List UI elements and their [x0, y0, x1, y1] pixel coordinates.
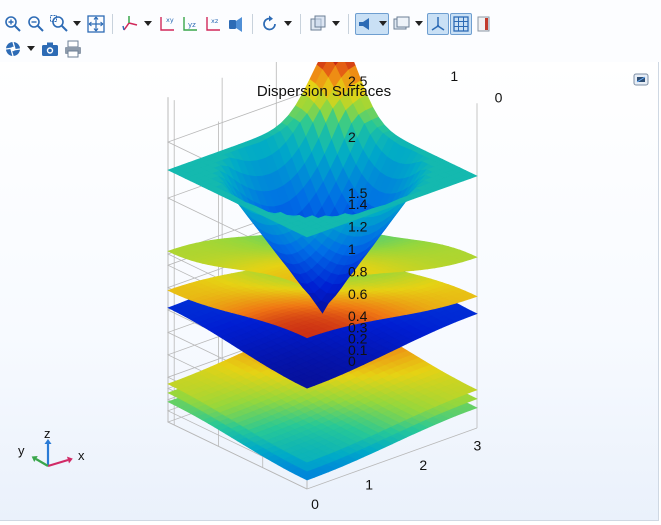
show-axes-icon: [431, 17, 445, 31]
z-tick-label: 2: [348, 129, 356, 145]
chevron-down-icon[interactable]: [282, 13, 294, 35]
z-tick-label: 0.1: [348, 342, 368, 358]
svg-text:xz: xz: [211, 17, 219, 25]
triad-x-label: x: [78, 448, 85, 463]
toolbar-separator: [300, 14, 301, 34]
view-axes-button[interactable]: [119, 13, 141, 35]
camera-view-icon: [229, 17, 242, 32]
view-xz-button[interactable]: xz: [202, 13, 224, 35]
render-mode-icon: [393, 16, 410, 30]
rotate-button[interactable]: [259, 13, 281, 35]
z-tick-label: 2.5: [348, 73, 368, 89]
screenshot-button[interactable]: [39, 38, 61, 60]
graphics-window[interactable]: 0123012300.10.20.30.40.60.811.21.41.522.…: [0, 62, 659, 521]
print-icon: [65, 40, 81, 58]
scene-light-icon: [5, 41, 21, 57]
z-tick-label: 0.2: [348, 331, 368, 347]
surface-patch: [300, 332, 315, 339]
dispersion-surface: [167, 311, 478, 463]
y-tick-label: 0: [495, 89, 503, 105]
zoom-extents-icon: [87, 15, 105, 33]
surface-patch: [300, 465, 315, 472]
chart-title: Dispersion Surfaces: [257, 83, 391, 100]
surface-patch: [332, 62, 339, 67]
chevron-down-icon: [378, 20, 388, 28]
view-yz-icon: yz: [183, 17, 197, 31]
show-grid-icon: [453, 16, 469, 32]
svg-text:yz: yz: [188, 21, 196, 29]
view-xy-icon: xy: [160, 16, 174, 31]
graphics-toolbar: xy yz xz: [0, 0, 661, 62]
toolbar-row-1: xy yz xz: [2, 11, 496, 37]
print-button[interactable]: [62, 38, 84, 60]
chevron-down-icon[interactable]: [71, 13, 83, 35]
zoom-box-button[interactable]: [48, 13, 70, 35]
scene-light-button[interactable]: [2, 38, 24, 60]
triad-z-label: z: [44, 426, 51, 441]
dispersion-surface: [167, 62, 478, 314]
y-tick-label: 2: [406, 62, 414, 63]
z-tick-label: 0.8: [348, 263, 368, 279]
axis-orientation-triad: z x y: [18, 426, 85, 468]
z-tick-label: 0.3: [348, 319, 368, 335]
transparency-icon: [310, 15, 326, 31]
surface-patch: [300, 456, 315, 463]
triad-y-label: y: [18, 443, 25, 458]
light-button[interactable]: [355, 13, 389, 35]
z-tick-label: 0.6: [348, 286, 368, 302]
legend-button[interactable]: [473, 13, 495, 35]
toolbar-separator: [252, 14, 253, 34]
z-tick-label: 1.2: [348, 219, 368, 235]
axis-frame-edge: [306, 427, 478, 490]
view-xy-button[interactable]: xy: [156, 13, 178, 35]
chevron-down-icon[interactable]: [413, 13, 425, 35]
x-tick-label: 0: [311, 496, 319, 512]
zoom-in-button[interactable]: [2, 13, 24, 35]
toolbar-separator: [112, 14, 113, 34]
rotate-icon: [263, 15, 276, 31]
camera-view-button[interactable]: [225, 13, 247, 35]
svg-text:xy: xy: [166, 16, 174, 24]
x-tick-label: 2: [419, 457, 427, 473]
truncated-toolbar-row: [0, 0, 40, 6]
screenshot-icon: [42, 42, 58, 56]
z-tick-label: 1: [348, 241, 356, 257]
zoom-out-button[interactable]: [25, 13, 47, 35]
surface-patch: [300, 474, 315, 481]
z-tick-label: 1.5: [348, 185, 368, 201]
chevron-down-icon[interactable]: [142, 13, 154, 35]
zoom-in-icon: [5, 16, 21, 32]
chevron-down-icon[interactable]: [25, 38, 37, 60]
plot-area[interactable]: 0123012300.10.20.30.40.60.811.21.41.522.…: [0, 62, 658, 520]
zoom-out-icon: [28, 16, 44, 32]
y-tick-label: 1: [450, 68, 458, 84]
view-axes-icon: [122, 16, 138, 31]
legend-icon: [477, 16, 490, 32]
x-tick-label: 1: [365, 477, 373, 493]
chevron-down-icon[interactable]: [330, 13, 342, 35]
show-axes-button[interactable]: [427, 13, 449, 35]
render-mode-button[interactable]: [390, 13, 412, 35]
show-grid-button[interactable]: [450, 13, 472, 35]
zoom-extents-button[interactable]: [85, 13, 107, 35]
z-tick-label: 0: [348, 353, 356, 369]
surface-patch: [300, 231, 315, 238]
zoom-box-icon: [50, 15, 68, 32]
z-tick-label: 0.4: [348, 308, 368, 324]
axis-frame-edge: [167, 421, 308, 490]
surface-patch: [300, 382, 315, 389]
view-xz-icon: xz: [206, 17, 220, 31]
corner-settings-icon[interactable]: [632, 71, 650, 89]
z-tick-label: 1.4: [348, 196, 368, 212]
toolbar-separator: [348, 14, 349, 34]
toolbar-row-2: [2, 36, 85, 62]
view-yz-button[interactable]: yz: [179, 13, 201, 35]
transparency-button[interactable]: [307, 13, 329, 35]
light-icon: [359, 18, 369, 30]
x-tick-label: 3: [474, 438, 482, 454]
